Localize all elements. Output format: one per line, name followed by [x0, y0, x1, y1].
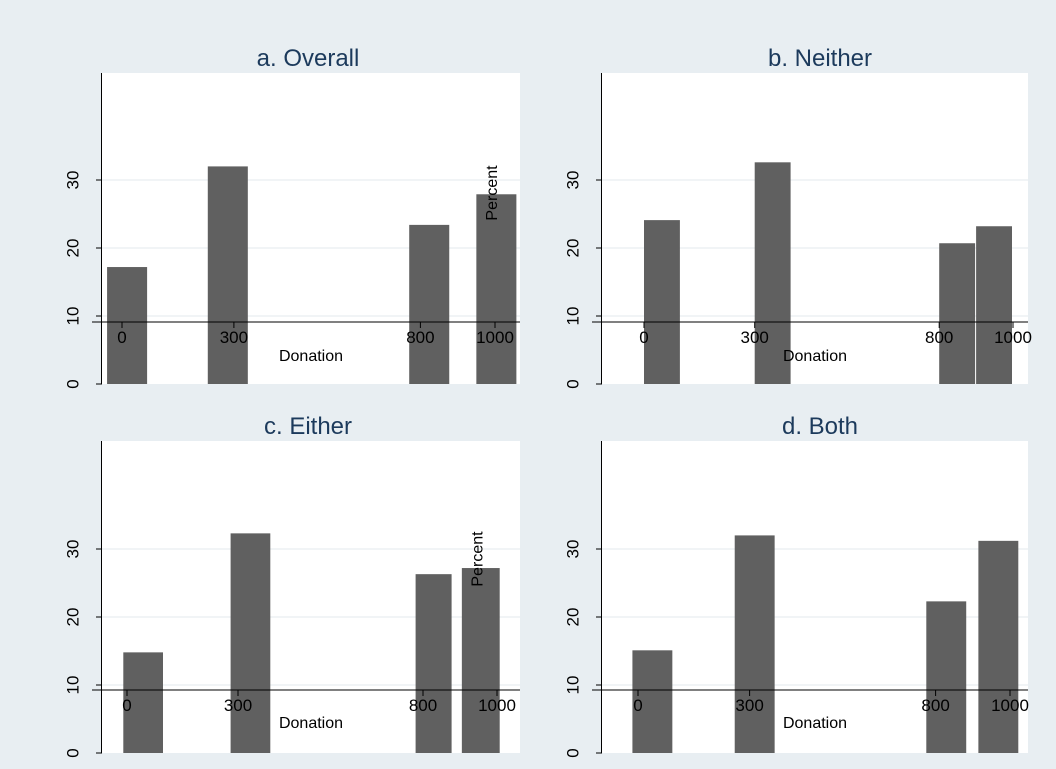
y-axis-title: Percent [469, 531, 486, 587]
y-tick-label: 20 [64, 239, 83, 258]
plot-area [102, 73, 520, 384]
x-tick-label: 800 [921, 696, 949, 715]
bar [415, 574, 452, 753]
y-tick-label: 0 [564, 748, 583, 757]
chart-title: d. Both [782, 413, 858, 440]
x-tick-label: 1000 [478, 696, 516, 715]
bar [476, 194, 517, 384]
x-tick-label: 0 [639, 328, 648, 347]
bar [926, 601, 967, 753]
bar [207, 166, 248, 384]
bar [107, 267, 148, 384]
y-tick-label: 10 [64, 676, 83, 695]
x-tick-label: 300 [220, 328, 248, 347]
x-tick-label: 300 [224, 696, 252, 715]
x-tick-label: 300 [735, 696, 763, 715]
chart-title: a. Overall [257, 45, 360, 72]
bar [461, 568, 500, 753]
x-axis-title: Donation [783, 715, 847, 732]
y-tick-label: 20 [564, 239, 583, 258]
x-tick-label: 0 [122, 696, 131, 715]
bar [978, 540, 1019, 753]
bar [644, 220, 680, 384]
x-tick-label: 1000 [476, 328, 514, 347]
y-tick-label: 20 [564, 608, 583, 627]
chart-title: c. Either [264, 413, 352, 440]
chart-title: b. Neither [768, 45, 872, 72]
x-tick-label: 300 [741, 328, 769, 347]
bar [976, 226, 1012, 384]
x-axis-title: Donation [279, 715, 343, 732]
bar [409, 224, 450, 384]
bar [939, 243, 976, 384]
y-tick-label: 30 [64, 540, 83, 559]
y-tick-label: 30 [64, 171, 83, 190]
x-tick-label: 1000 [991, 696, 1029, 715]
y-tick-label: 10 [64, 307, 83, 326]
y-axis-title: Percent [484, 165, 501, 221]
y-tick-label: 10 [564, 676, 583, 695]
x-tick-label: 800 [409, 696, 437, 715]
x-axis-title: Donation [783, 348, 847, 365]
x-tick-label: 0 [117, 328, 126, 347]
y-tick-label: 10 [564, 307, 583, 326]
bar [754, 162, 791, 384]
plot-area [102, 441, 520, 753]
bar [230, 533, 271, 753]
x-axis-title: Donation [279, 348, 343, 365]
x-tick-label: 800 [925, 328, 953, 347]
y-tick-label: 30 [564, 540, 583, 559]
bar [632, 650, 673, 753]
y-tick-label: 0 [64, 379, 83, 388]
y-tick-label: 30 [564, 171, 583, 190]
x-tick-label: 800 [406, 328, 434, 347]
y-tick-label: 20 [64, 608, 83, 627]
bar [123, 652, 163, 753]
bar [734, 535, 775, 753]
y-tick-label: 0 [64, 748, 83, 757]
x-tick-label: 0 [633, 696, 642, 715]
y-tick-label: 0 [564, 379, 583, 388]
x-tick-label: 1000 [994, 328, 1032, 347]
